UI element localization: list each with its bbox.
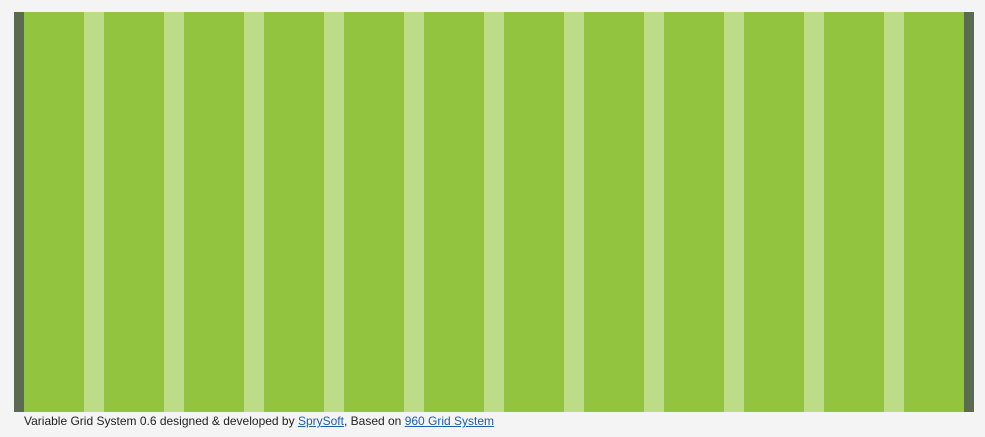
grid-gutter [84,12,104,412]
grid-column [344,12,404,412]
sprysoft-link[interactable]: SprySoft [297,414,344,428]
grid-column [184,12,244,412]
grid-gutter [164,12,184,412]
grid-column [504,12,564,412]
footer-credits: Variable Grid System 0.6 designed & deve… [24,413,494,429]
grid-column [24,12,84,412]
grid-column [104,12,164,412]
footer-prefix-text: Variable Grid System 0.6 designed & deve… [24,414,298,428]
grid-column [904,12,964,412]
grid-column [744,12,804,412]
grid-margin-left [14,12,24,412]
grid-column [584,12,644,412]
grid-preview [14,12,974,412]
grid-gutter [404,12,424,412]
grid-gutter [644,12,664,412]
960-grid-system-link[interactable]: 960 Grid System [404,414,495,428]
footer-middle-text: , Based on [343,414,405,428]
grid-gutter [564,12,584,412]
grid-gutter [324,12,344,412]
grid-column [424,12,484,412]
grid-gutter [884,12,904,412]
grid-column [664,12,724,412]
grid-gutter [804,12,824,412]
grid-gutter [724,12,744,412]
grid-column [824,12,884,412]
grid-gutter [484,12,504,412]
grid-gutter [244,12,264,412]
grid-column [264,12,324,412]
grid-margin-right [964,12,974,412]
